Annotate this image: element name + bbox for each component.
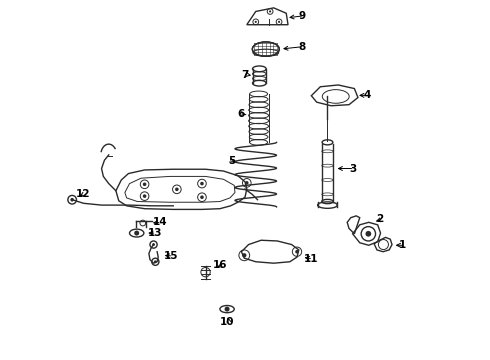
Text: 5: 5 xyxy=(228,156,235,166)
Circle shape xyxy=(255,21,257,23)
Text: 3: 3 xyxy=(349,163,356,174)
Circle shape xyxy=(134,230,139,235)
Circle shape xyxy=(143,183,147,186)
Circle shape xyxy=(154,260,157,263)
Circle shape xyxy=(269,10,271,13)
Circle shape xyxy=(245,181,248,185)
Circle shape xyxy=(143,194,147,198)
Circle shape xyxy=(200,195,204,199)
Circle shape xyxy=(224,307,230,312)
Text: 9: 9 xyxy=(299,11,306,21)
Text: 4: 4 xyxy=(363,90,370,100)
Circle shape xyxy=(242,253,246,257)
Circle shape xyxy=(175,188,179,191)
Circle shape xyxy=(152,243,155,246)
Text: 8: 8 xyxy=(298,42,305,51)
Text: 16: 16 xyxy=(213,260,227,270)
Text: 1: 1 xyxy=(399,240,406,250)
Text: 2: 2 xyxy=(376,215,384,224)
Text: 12: 12 xyxy=(75,189,90,199)
Text: 13: 13 xyxy=(147,228,162,238)
Text: 14: 14 xyxy=(152,217,167,227)
Circle shape xyxy=(278,21,280,23)
Text: 10: 10 xyxy=(220,317,234,327)
Circle shape xyxy=(295,250,299,253)
Circle shape xyxy=(71,198,74,202)
Text: 15: 15 xyxy=(164,251,179,261)
Text: 7: 7 xyxy=(241,69,249,80)
Circle shape xyxy=(200,182,204,185)
Circle shape xyxy=(366,231,371,237)
Text: 11: 11 xyxy=(304,254,319,264)
Text: 6: 6 xyxy=(238,109,245,119)
